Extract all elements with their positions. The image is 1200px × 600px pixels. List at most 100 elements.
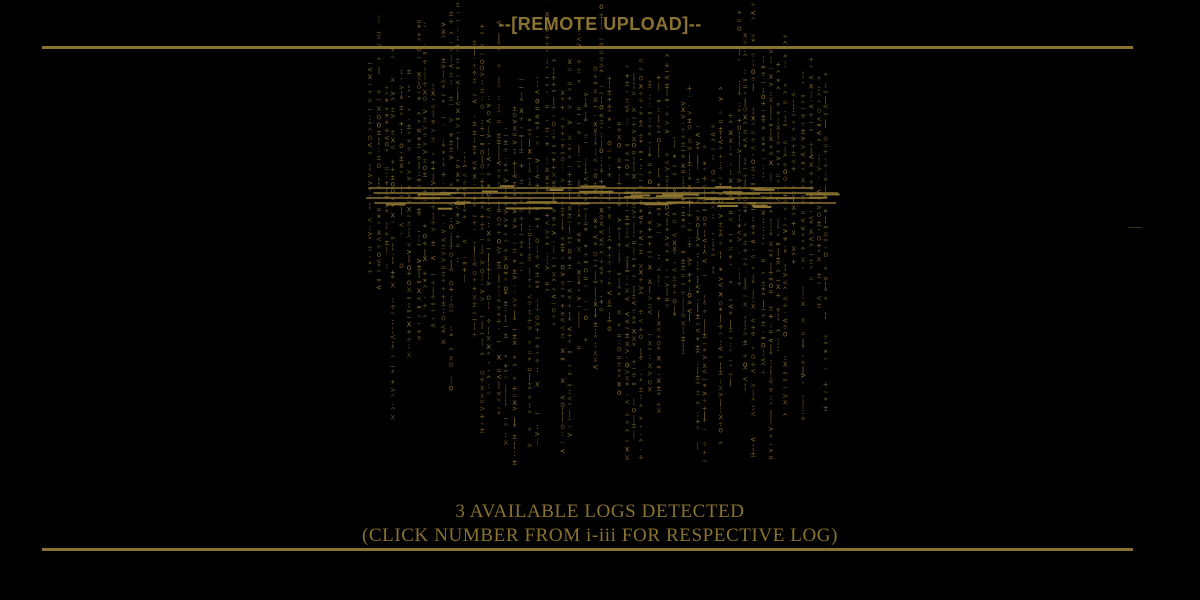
svg-text:-: - [656,369,661,378]
svg-text::: : [384,261,389,270]
svg-text:o: o [560,422,565,431]
svg-text:|: | [599,17,604,26]
svg-text:x: x [776,282,781,291]
svg-text:*: * [583,227,588,236]
svg-text:-: - [639,445,644,454]
svg-text:^: ^ [776,69,781,78]
svg-text:°: ° [551,321,556,330]
svg-text:o: o [783,174,788,183]
svg-text:~: ~ [497,404,502,413]
svg-text:*: * [751,38,756,47]
svg-text:°: ° [823,296,828,305]
svg-text:+: + [743,246,748,255]
svg-text::: : [761,232,766,241]
svg-text:¦: ¦ [743,157,748,166]
svg-text:>: > [681,99,686,108]
svg-text:¦: ¦ [472,321,477,330]
svg-text:-: - [823,364,828,373]
svg-text:=: = [455,64,460,73]
svg-text:¦: ¦ [823,280,828,289]
svg-text:^: ^ [743,366,748,375]
svg-text:¦: ¦ [431,82,436,91]
svg-text:÷: ÷ [431,218,436,227]
svg-text:°: ° [512,151,517,160]
svg-text:*: * [503,162,508,171]
svg-text:|: | [407,254,412,263]
svg-text:>: > [718,390,723,399]
svg-text:÷: ÷ [599,257,604,266]
svg-text:<: < [472,158,477,167]
svg-text:*: * [567,154,572,163]
svg-text:¦: ¦ [512,440,517,449]
svg-text:*: * [377,35,382,44]
svg-text::: : [599,154,604,163]
svg-text:±: ± [560,205,565,214]
svg-text:x: x [599,206,604,215]
svg-text:o: o [377,121,382,130]
svg-text:-: - [639,429,644,438]
svg-text::: : [527,176,532,185]
svg-text:+: + [384,179,389,188]
svg-text:o: o [599,212,604,221]
svg-text::: : [751,214,756,223]
svg-text:|: | [681,296,686,305]
svg-text:^: ^ [599,242,604,251]
svg-text:x: x [512,338,517,347]
svg-text:>: > [455,218,460,227]
svg-text:|: | [647,145,652,154]
svg-text:+: + [545,40,550,49]
svg-text:|: | [801,337,806,346]
svg-text:-: - [472,180,477,189]
svg-text:<: < [599,236,604,245]
svg-text:¦: ¦ [497,152,502,161]
svg-text:>: > [632,208,637,217]
svg-text:±: ± [377,29,382,38]
svg-text:*: * [441,150,446,159]
svg-text:^: ^ [441,34,446,43]
svg-text:*: * [823,348,828,357]
svg-text:~: ~ [480,235,485,244]
svg-text:+: + [384,229,389,238]
svg-text:=: = [702,206,707,215]
svg-text:|: | [560,414,565,423]
svg-text:=: = [431,300,436,309]
svg-text:x: x [480,391,485,400]
svg-text:-: - [503,124,508,133]
svg-text:o: o [761,341,766,350]
svg-text:±: ± [480,86,485,95]
svg-text:¦: ¦ [535,164,540,173]
svg-text:|: | [503,389,508,398]
svg-text:¦: ¦ [783,60,788,69]
svg-text:|: | [702,411,707,420]
svg-text:o: o [480,148,485,157]
svg-text::: : [823,168,828,177]
svg-text:^: ^ [368,120,373,129]
svg-text:°: ° [809,220,814,229]
svg-text:*: * [599,192,604,201]
svg-text:*: * [512,192,517,201]
svg-text:=: = [486,170,491,179]
svg-text:÷: ÷ [417,154,422,163]
svg-text:*: * [647,123,652,132]
svg-text:o: o [368,133,373,142]
svg-text:o: o [632,141,637,150]
svg-text:|: | [512,309,517,318]
svg-text:|: | [743,178,748,187]
svg-text:<: < [577,230,582,239]
svg-text:|: | [527,372,532,381]
svg-text:|: | [632,284,637,293]
svg-text:÷: ÷ [776,291,781,300]
svg-text:°: ° [639,220,644,229]
svg-text:÷: ÷ [560,309,565,318]
svg-text:*: * [647,152,652,161]
svg-text:^: ^ [462,164,467,173]
svg-text:|: | [743,277,748,286]
svg-text:~: ~ [390,309,395,318]
svg-text:-: - [751,245,756,254]
svg-text:|: | [751,273,756,282]
svg-text:*: * [599,270,604,279]
svg-text:=: = [527,126,532,135]
svg-text:¦: ¦ [535,244,540,253]
svg-text:*: * [583,103,588,112]
svg-text:~: ~ [368,59,373,68]
